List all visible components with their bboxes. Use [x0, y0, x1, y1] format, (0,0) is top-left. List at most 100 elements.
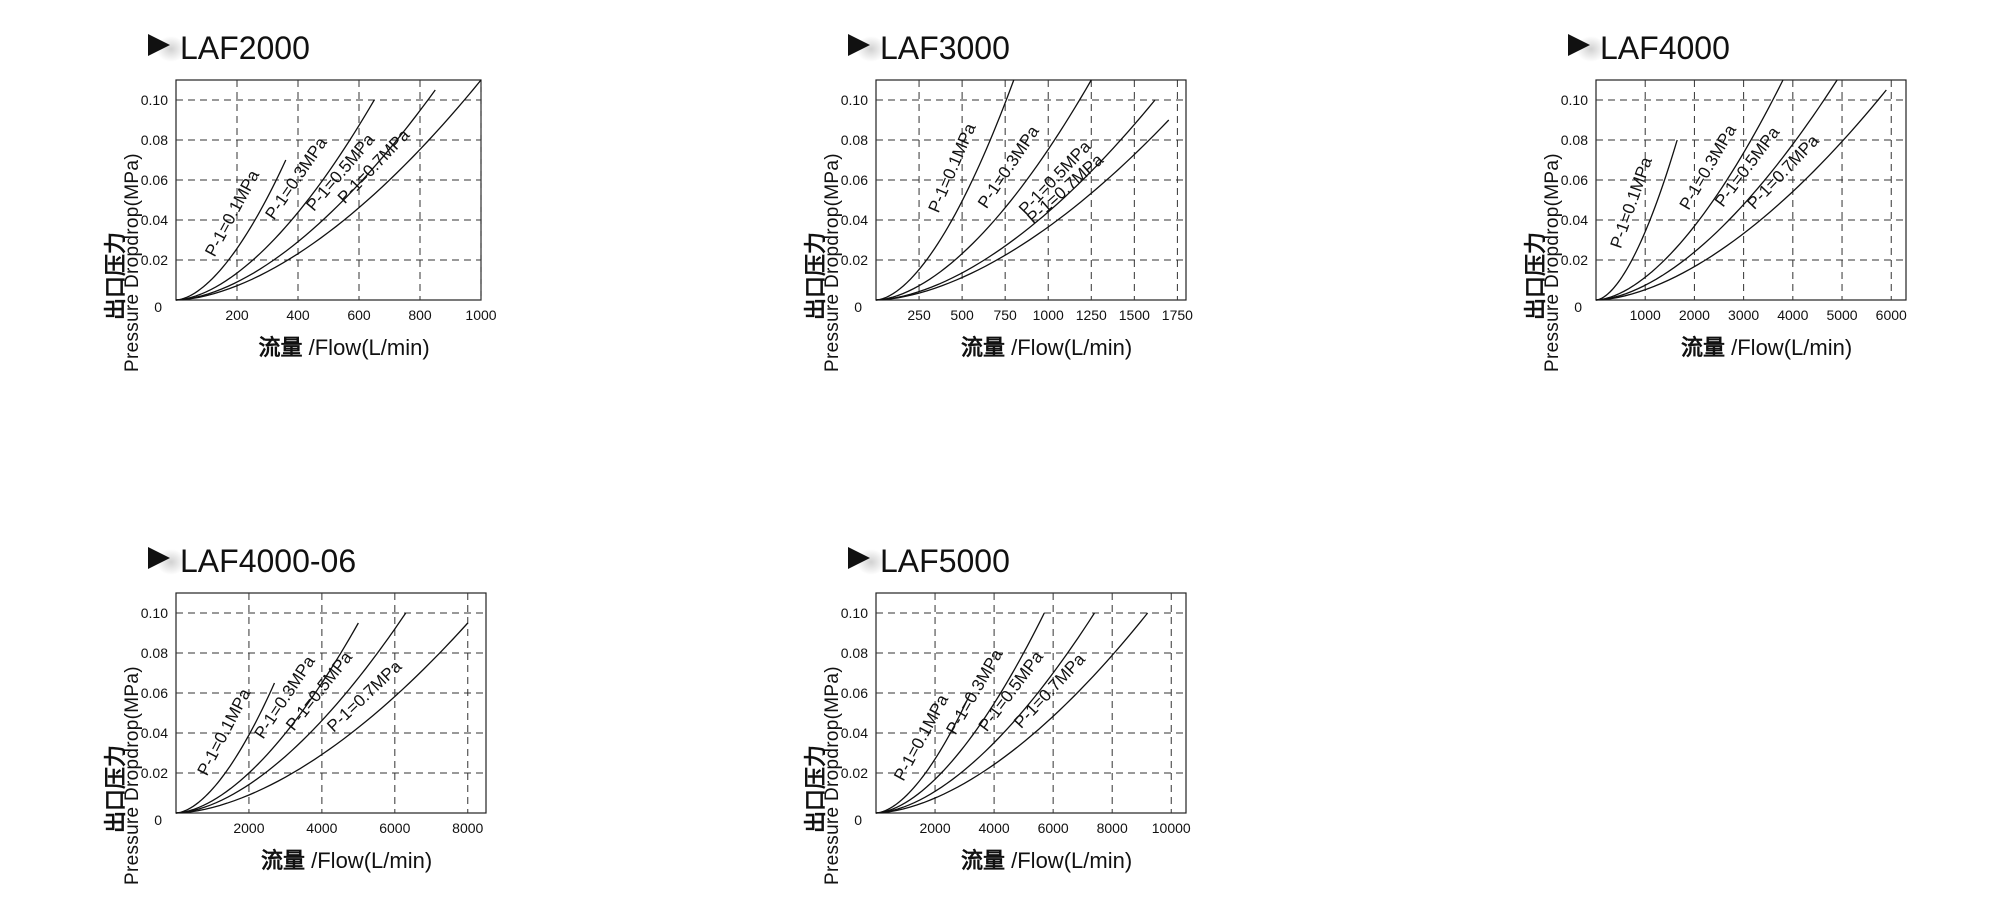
y-tick-label: 0.06 [841, 172, 868, 188]
origin-label: 0 [854, 299, 862, 315]
origin-label: 0 [854, 812, 862, 828]
y-tick-label: 0.08 [841, 132, 868, 148]
y-tick-label: 0.02 [1561, 252, 1588, 268]
y-tick-label: 0.04 [841, 725, 868, 741]
x-tick-label: 4000 [979, 820, 1010, 836]
chart-title: LAF3000 [880, 30, 1010, 66]
chart-panel-laf5000: LAF5000 出口压力 Pressure Dropdrop(MPa) 0.02 0.0… [728, 543, 1288, 885]
x-tick-label: 750 [993, 307, 1017, 323]
x-tick-label: 500 [950, 307, 974, 323]
x-axis-label-en: /Flow(L/min) [305, 848, 433, 873]
x-axis-label: 流量 /Flow(L/min) [1681, 330, 1852, 362]
y-tick-label: 0.04 [1561, 212, 1588, 228]
x-tick-label: 6000 [1876, 307, 1907, 323]
y-tick-label: 0.06 [141, 685, 168, 701]
x-tick-label: 8000 [452, 820, 483, 836]
x-tick-label: 5000 [1826, 307, 1857, 323]
series-line-2 [875, 79, 1092, 301]
series-line-3 [175, 612, 407, 814]
plot-area: 0.02 0.04 0.06 0.08 0.10 2000 4000 6000 8000 1000… [841, 592, 1191, 836]
x-tick-label: 2000 [1679, 307, 1710, 323]
series-line-1 [1595, 139, 1678, 301]
series-line-1 [875, 692, 972, 814]
origin-label: 0 [154, 299, 162, 315]
plot-area: 0.02 0.04 0.06 0.08 0.10 2000 4000 6000 8000 0 P-1… [141, 592, 487, 836]
x-axis-label-en: /Flow(L/min) [302, 335, 430, 360]
chart-panel-laf2000: LAF2000 出口压力 Pressure Dropdrop(MPa) 0.02 0.0… [28, 30, 588, 372]
chart-panel-laf3000: LAF3000 出口压力 Pressure Dropdrop(MPa) 0.02 0.0… [728, 30, 1288, 372]
x-tick-label: 1000 [1033, 307, 1064, 323]
chart-title: LAF5000 [880, 543, 1010, 579]
y-tick-label: 0.10 [841, 605, 868, 621]
x-tick-label: 3000 [1728, 307, 1759, 323]
series-line-4 [875, 612, 1149, 814]
y-tick-label: 0.10 [141, 92, 168, 108]
play-triangle-icon [848, 34, 870, 56]
series-line-3 [875, 99, 1156, 301]
y-tick-label: 0.02 [141, 765, 168, 781]
chart-title: LAF2000 [180, 30, 310, 66]
chart-title: LAF4000 [1600, 30, 1730, 66]
x-tick-label: 1000 [1630, 307, 1661, 323]
y-tick-label: 0.06 [141, 172, 168, 188]
y-tick-label: 0.08 [1561, 132, 1588, 148]
y-tick-label: 0.04 [841, 212, 868, 228]
series-line-4 [1595, 89, 1887, 301]
x-tick-label: 800 [408, 307, 432, 323]
y-tick-label: 0.08 [141, 645, 168, 661]
x-tick-label: 6000 [1038, 820, 1069, 836]
y-tick-label: 0.10 [141, 605, 168, 621]
x-tick-label: 250 [907, 307, 931, 323]
x-axis-label: 流量 /Flow(L/min) [961, 843, 1132, 875]
play-triangle-icon [1568, 34, 1590, 56]
x-axis-label-cn: 流量 [258, 336, 303, 361]
y-tick-label: 0.06 [841, 685, 868, 701]
y-tick-label: 0.02 [841, 252, 868, 268]
y-tick-label: 0.04 [141, 725, 168, 741]
series-line-1 [875, 79, 1015, 301]
series-label-1: P-1=0.1MPa [1607, 154, 1657, 250]
y-tick-label: 0.08 [141, 132, 168, 148]
series-label-1: P-1=0.1MPa [201, 167, 263, 260]
x-axis-label-cn: 流量 [961, 849, 1006, 874]
x-tick-label: 2000 [919, 820, 950, 836]
x-tick-label: 1250 [1076, 307, 1107, 323]
series-label-1: P-1=0.1MPa [194, 685, 255, 778]
series-line-4 [875, 119, 1170, 301]
y-tick-label: 0.02 [141, 252, 168, 268]
y-tick-label: 0.10 [1561, 92, 1588, 108]
series-line-4 [175, 622, 469, 814]
x-axis-label: 流量 /Flow(L/min) [259, 330, 430, 362]
y-tick-label: 0.06 [1561, 172, 1588, 188]
series-line-3 [875, 612, 1096, 814]
x-tick-label: 400 [286, 307, 310, 323]
chart-title: LAF4000-06 [180, 543, 357, 579]
series-line-3 [175, 89, 436, 301]
play-triangle-icon [148, 547, 170, 569]
x-tick-label: 10000 [1152, 820, 1191, 836]
plot-frame [875, 79, 1187, 301]
series-line-1 [175, 159, 287, 301]
play-triangle-icon [148, 34, 170, 56]
plot-frame [875, 592, 1187, 814]
x-axis-label-cn: 流量 [1681, 336, 1726, 361]
x-tick-label: 1000 [465, 307, 496, 323]
y-tick-label: 0.10 [841, 92, 868, 108]
chart-panel-laf4000-06: LAF4000-06 出口压力 Pressure Dropdrop(MPa) 0.02… [28, 543, 588, 885]
x-tick-label: 4000 [1777, 307, 1808, 323]
y-tick-label: 0.02 [841, 765, 868, 781]
x-tick-label: 4000 [306, 820, 337, 836]
y-tick-label: 0.08 [841, 645, 868, 661]
x-tick-label: 2000 [233, 820, 264, 836]
x-axis-label-en: /Flow(L/min) [1725, 335, 1853, 360]
series-line-2 [875, 612, 1045, 814]
x-tick-label: 200 [225, 307, 249, 323]
x-tick-label: 1500 [1119, 307, 1150, 323]
series-line-1 [175, 682, 276, 814]
y-tick-label: 0.04 [141, 212, 168, 228]
x-tick-label: 8000 [1097, 820, 1128, 836]
series-line-4 [175, 79, 482, 301]
x-axis-label-en: /Flow(L/min) [1005, 848, 1133, 873]
x-axis-label-cn: 流量 [261, 849, 306, 874]
x-tick-label: 600 [347, 307, 371, 323]
